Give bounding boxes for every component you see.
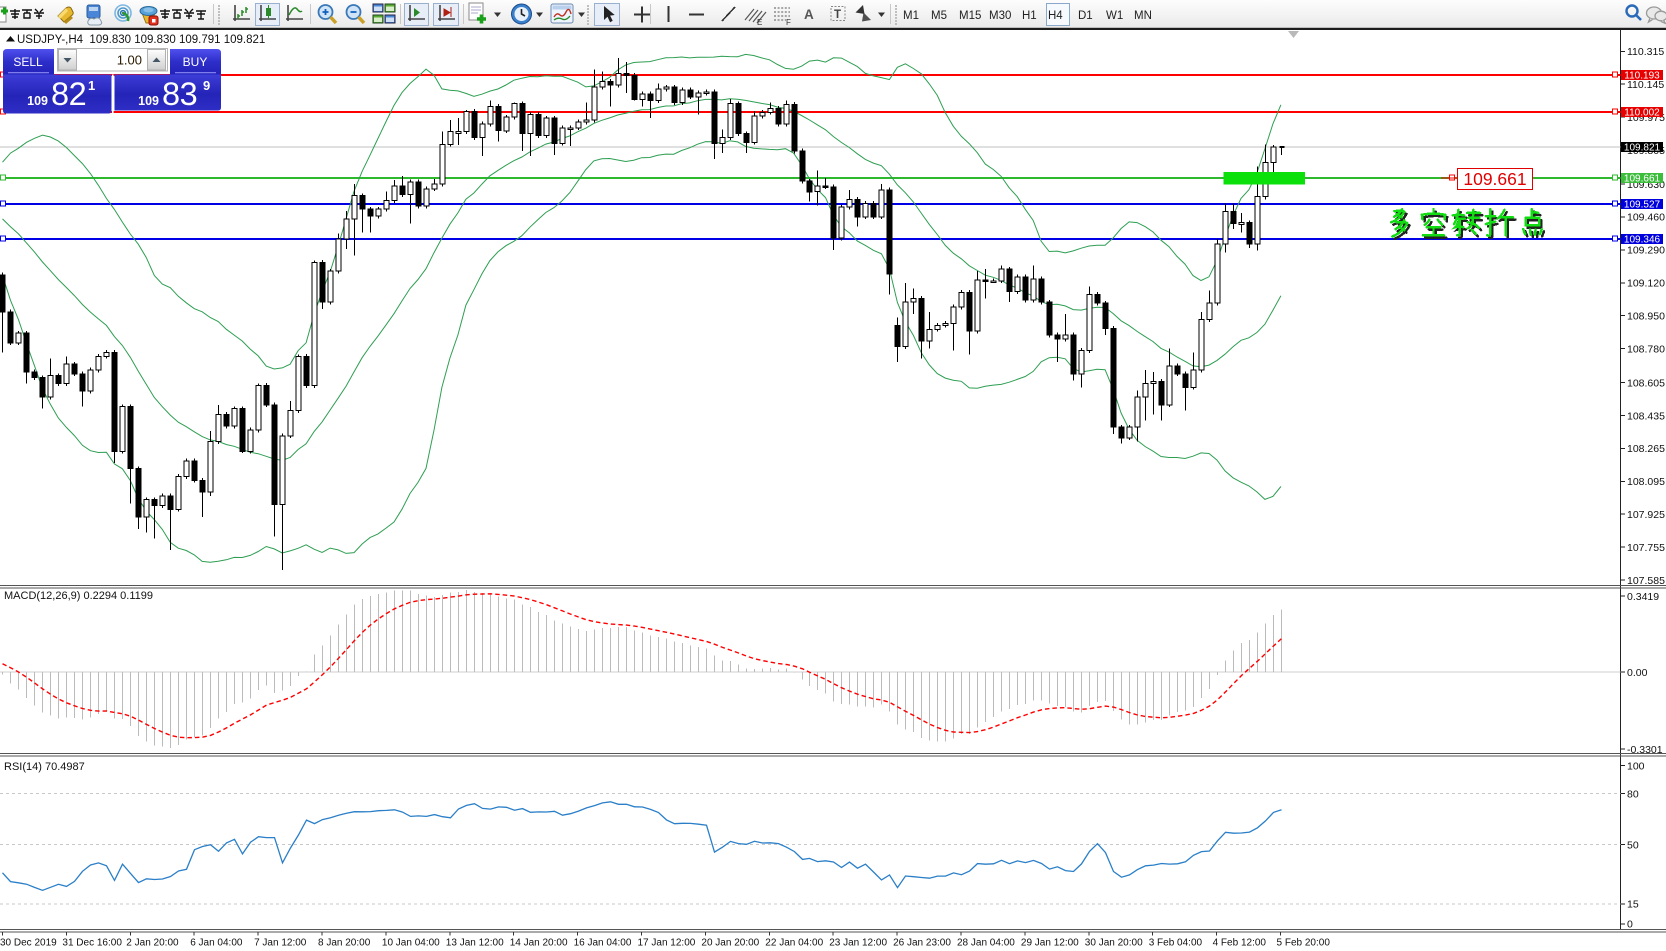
svg-text:0.3419: 0.3419 bbox=[1627, 591, 1659, 603]
svg-text:110.145: 110.145 bbox=[1627, 79, 1664, 91]
svg-text:-0.3301: -0.3301 bbox=[1627, 744, 1663, 756]
svg-text:W1: W1 bbox=[1106, 10, 1123, 22]
svg-text:107.925: 107.925 bbox=[1627, 509, 1665, 521]
svg-text:RSI(14) 70.4987: RSI(14) 70.4987 bbox=[4, 761, 85, 773]
svg-text:10 Jan 04:00: 10 Jan 04:00 bbox=[382, 938, 440, 949]
svg-text:108.435: 108.435 bbox=[1627, 410, 1665, 422]
svg-text:82: 82 bbox=[51, 76, 86, 112]
svg-text:109.460: 109.460 bbox=[1627, 212, 1665, 224]
svg-text:M15: M15 bbox=[959, 10, 981, 22]
svg-text:109.661: 109.661 bbox=[1624, 174, 1661, 185]
svg-text:107.585: 107.585 bbox=[1627, 575, 1665, 587]
svg-text:16 Jan 04:00: 16 Jan 04:00 bbox=[574, 938, 632, 949]
svg-text:28 Jan 04:00: 28 Jan 04:00 bbox=[957, 938, 1015, 949]
svg-text:109.661: 109.661 bbox=[1463, 169, 1526, 189]
svg-text:0: 0 bbox=[1627, 919, 1633, 931]
svg-text:15: 15 bbox=[1627, 899, 1639, 911]
svg-text:3 Feb 04:00: 3 Feb 04:00 bbox=[1149, 938, 1203, 949]
svg-text:8 Jan 20:00: 8 Jan 20:00 bbox=[318, 938, 371, 949]
svg-text:4 Feb 12:00: 4 Feb 12:00 bbox=[1213, 938, 1267, 949]
svg-text:108.095: 108.095 bbox=[1627, 476, 1665, 488]
svg-text:26 Jan 23:00: 26 Jan 23:00 bbox=[893, 938, 951, 949]
svg-text:7 Jan 12:00: 7 Jan 12:00 bbox=[254, 938, 307, 949]
svg-text:T: T bbox=[834, 9, 841, 21]
svg-text:108.780: 108.780 bbox=[1627, 343, 1665, 355]
svg-text:F: F bbox=[786, 18, 791, 27]
svg-text:1.00: 1.00 bbox=[117, 53, 142, 68]
svg-text:1: 1 bbox=[88, 78, 95, 93]
svg-text:107.755: 107.755 bbox=[1627, 542, 1665, 554]
svg-text:31 Dec 16:00: 31 Dec 16:00 bbox=[62, 938, 122, 949]
svg-text:29 Jan 12:00: 29 Jan 12:00 bbox=[1021, 938, 1079, 949]
svg-text:110.315: 110.315 bbox=[1627, 46, 1664, 58]
svg-text:109: 109 bbox=[138, 94, 159, 108]
svg-text:MACD(12,26,9) 0.2294 0.1199: MACD(12,26,9) 0.2294 0.1199 bbox=[4, 590, 153, 602]
svg-text:83: 83 bbox=[162, 76, 197, 112]
svg-text:100: 100 bbox=[1627, 760, 1645, 772]
svg-text:109.120: 109.120 bbox=[1627, 278, 1665, 290]
svg-text:108.265: 108.265 bbox=[1627, 443, 1665, 455]
svg-text:109: 109 bbox=[27, 94, 48, 108]
svg-text:M5: M5 bbox=[931, 10, 947, 22]
svg-text:5 Feb 20:00: 5 Feb 20:00 bbox=[1277, 938, 1331, 949]
svg-text:50: 50 bbox=[1627, 839, 1639, 851]
svg-text:14 Jan 20:00: 14 Jan 20:00 bbox=[510, 938, 568, 949]
svg-text:109.346: 109.346 bbox=[1624, 235, 1661, 246]
svg-text:22 Jan 04:00: 22 Jan 04:00 bbox=[765, 938, 823, 949]
svg-text:MN: MN bbox=[1134, 10, 1152, 22]
svg-text:USDJPY-,H4 109.830 109.830 10: USDJPY-,H4 109.830 109.830 109.791 109.8… bbox=[17, 34, 265, 46]
svg-text:E: E bbox=[757, 18, 762, 27]
svg-text:109.527: 109.527 bbox=[1624, 199, 1661, 210]
svg-text:108.605: 108.605 bbox=[1627, 377, 1665, 389]
svg-text:110.193: 110.193 bbox=[1624, 70, 1660, 81]
svg-text:13 Jan 12:00: 13 Jan 12:00 bbox=[446, 938, 504, 949]
svg-text:109.821: 109.821 bbox=[1624, 143, 1661, 154]
svg-text:H1: H1 bbox=[1022, 10, 1037, 22]
svg-text:A: A bbox=[804, 7, 814, 22]
svg-text:9: 9 bbox=[203, 78, 210, 93]
svg-text:BUY: BUY bbox=[183, 55, 208, 69]
svg-text:6 Jan 04:00: 6 Jan 04:00 bbox=[190, 938, 243, 949]
svg-text:108.950: 108.950 bbox=[1627, 311, 1665, 323]
svg-text:110.002: 110.002 bbox=[1624, 107, 1660, 118]
svg-text:2 Jan 20:00: 2 Jan 20:00 bbox=[126, 938, 179, 949]
svg-text:30 Dec 2019: 30 Dec 2019 bbox=[0, 938, 57, 949]
svg-text:H4: H4 bbox=[1048, 10, 1063, 22]
svg-text:SELL: SELL bbox=[13, 55, 43, 69]
svg-text:M30: M30 bbox=[989, 10, 1011, 22]
svg-text:80: 80 bbox=[1627, 789, 1639, 801]
svg-text:20 Jan 20:00: 20 Jan 20:00 bbox=[701, 938, 759, 949]
svg-text:109.290: 109.290 bbox=[1627, 245, 1665, 257]
svg-text:M1: M1 bbox=[903, 10, 919, 22]
svg-text:30 Jan 20:00: 30 Jan 20:00 bbox=[1085, 938, 1143, 949]
svg-text:0.00: 0.00 bbox=[1627, 667, 1648, 679]
svg-text:17 Jan 12:00: 17 Jan 12:00 bbox=[638, 938, 696, 949]
svg-text:D1: D1 bbox=[1078, 10, 1093, 22]
svg-text:23 Jan 12:00: 23 Jan 12:00 bbox=[829, 938, 887, 949]
